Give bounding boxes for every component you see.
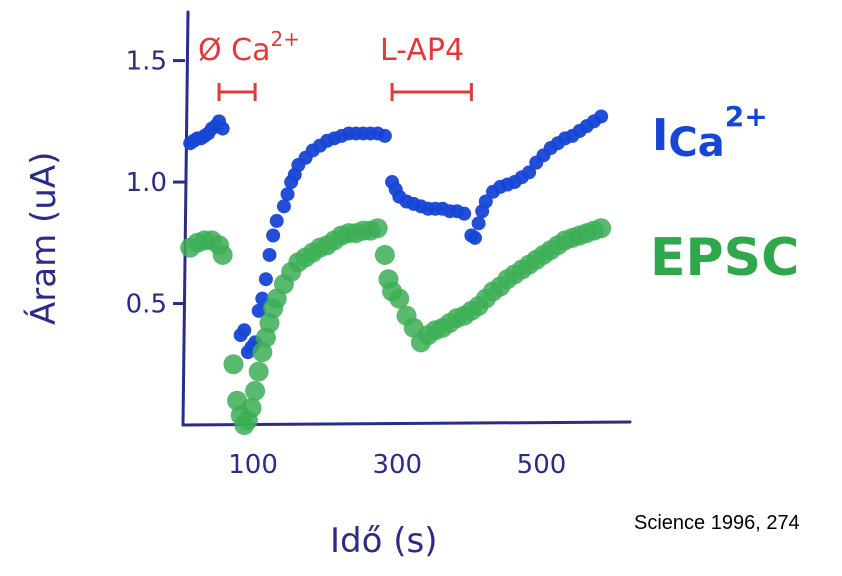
- series-ica: [183, 109, 609, 360]
- legend-ica-main: I: [652, 110, 668, 161]
- data-point: [374, 244, 395, 265]
- data-point: [367, 218, 388, 239]
- condition-label: L-AP4: [380, 33, 464, 68]
- condition-label: Ø Ca2+: [198, 27, 300, 68]
- y-ticks: 0.5 1.0 1.5: [126, 47, 185, 320]
- data-point: [212, 244, 233, 265]
- x-axis-label: Idő (s): [330, 521, 437, 561]
- condition-label-main: Ø Ca: [198, 33, 270, 68]
- x-axis-line: [181, 420, 632, 427]
- data-point: [478, 194, 493, 209]
- x-tick-label: 300: [372, 450, 422, 480]
- data-point: [248, 361, 269, 382]
- data-point: [471, 216, 486, 231]
- data-point: [269, 213, 284, 228]
- data-point: [251, 303, 266, 318]
- y-axis-line: [181, 10, 190, 427]
- data-point: [280, 187, 295, 202]
- data-point: [258, 272, 273, 287]
- legend-ica-sup: 2+: [725, 100, 768, 133]
- data-point: [389, 288, 410, 309]
- data-point: [241, 397, 262, 418]
- data-point: [262, 247, 277, 262]
- axes: [181, 10, 632, 427]
- y-tick-label: 0.5: [126, 290, 167, 320]
- y-tick-label: 1.5: [126, 47, 167, 77]
- x-tick-label: 100: [228, 450, 278, 480]
- condition-label-sup: 2+: [270, 27, 299, 51]
- legend: ICa2+ EPSC: [650, 100, 799, 288]
- data-point: [594, 109, 609, 124]
- data-point: [467, 230, 482, 245]
- data-point: [522, 165, 537, 180]
- data-point: [223, 354, 244, 375]
- source-note: Science 1996, 274: [634, 512, 800, 534]
- y-tick-label: 1.0: [126, 168, 167, 198]
- legend-ica-sub: Ca: [668, 120, 724, 166]
- data-point: [215, 121, 230, 136]
- data-point: [591, 218, 612, 239]
- condition-label-main: L-AP4: [380, 33, 464, 68]
- data-point: [266, 228, 281, 243]
- series-layer: [180, 109, 612, 435]
- data-point: [457, 206, 472, 221]
- data-point: [377, 128, 392, 143]
- x-tick-label: 500: [517, 450, 567, 480]
- data-point: [245, 380, 266, 401]
- legend-ica: ICa2+: [652, 100, 768, 166]
- x-ticks: 100 300 500: [228, 450, 566, 480]
- data-point: [237, 323, 252, 338]
- legend-epsc: EPSC: [650, 228, 799, 288]
- series-epsc: [180, 218, 612, 435]
- data-point: [276, 199, 291, 214]
- y-axis-label: Áram (uA): [23, 152, 64, 325]
- conditions: Ø Ca2+ L-AP4: [198, 27, 473, 101]
